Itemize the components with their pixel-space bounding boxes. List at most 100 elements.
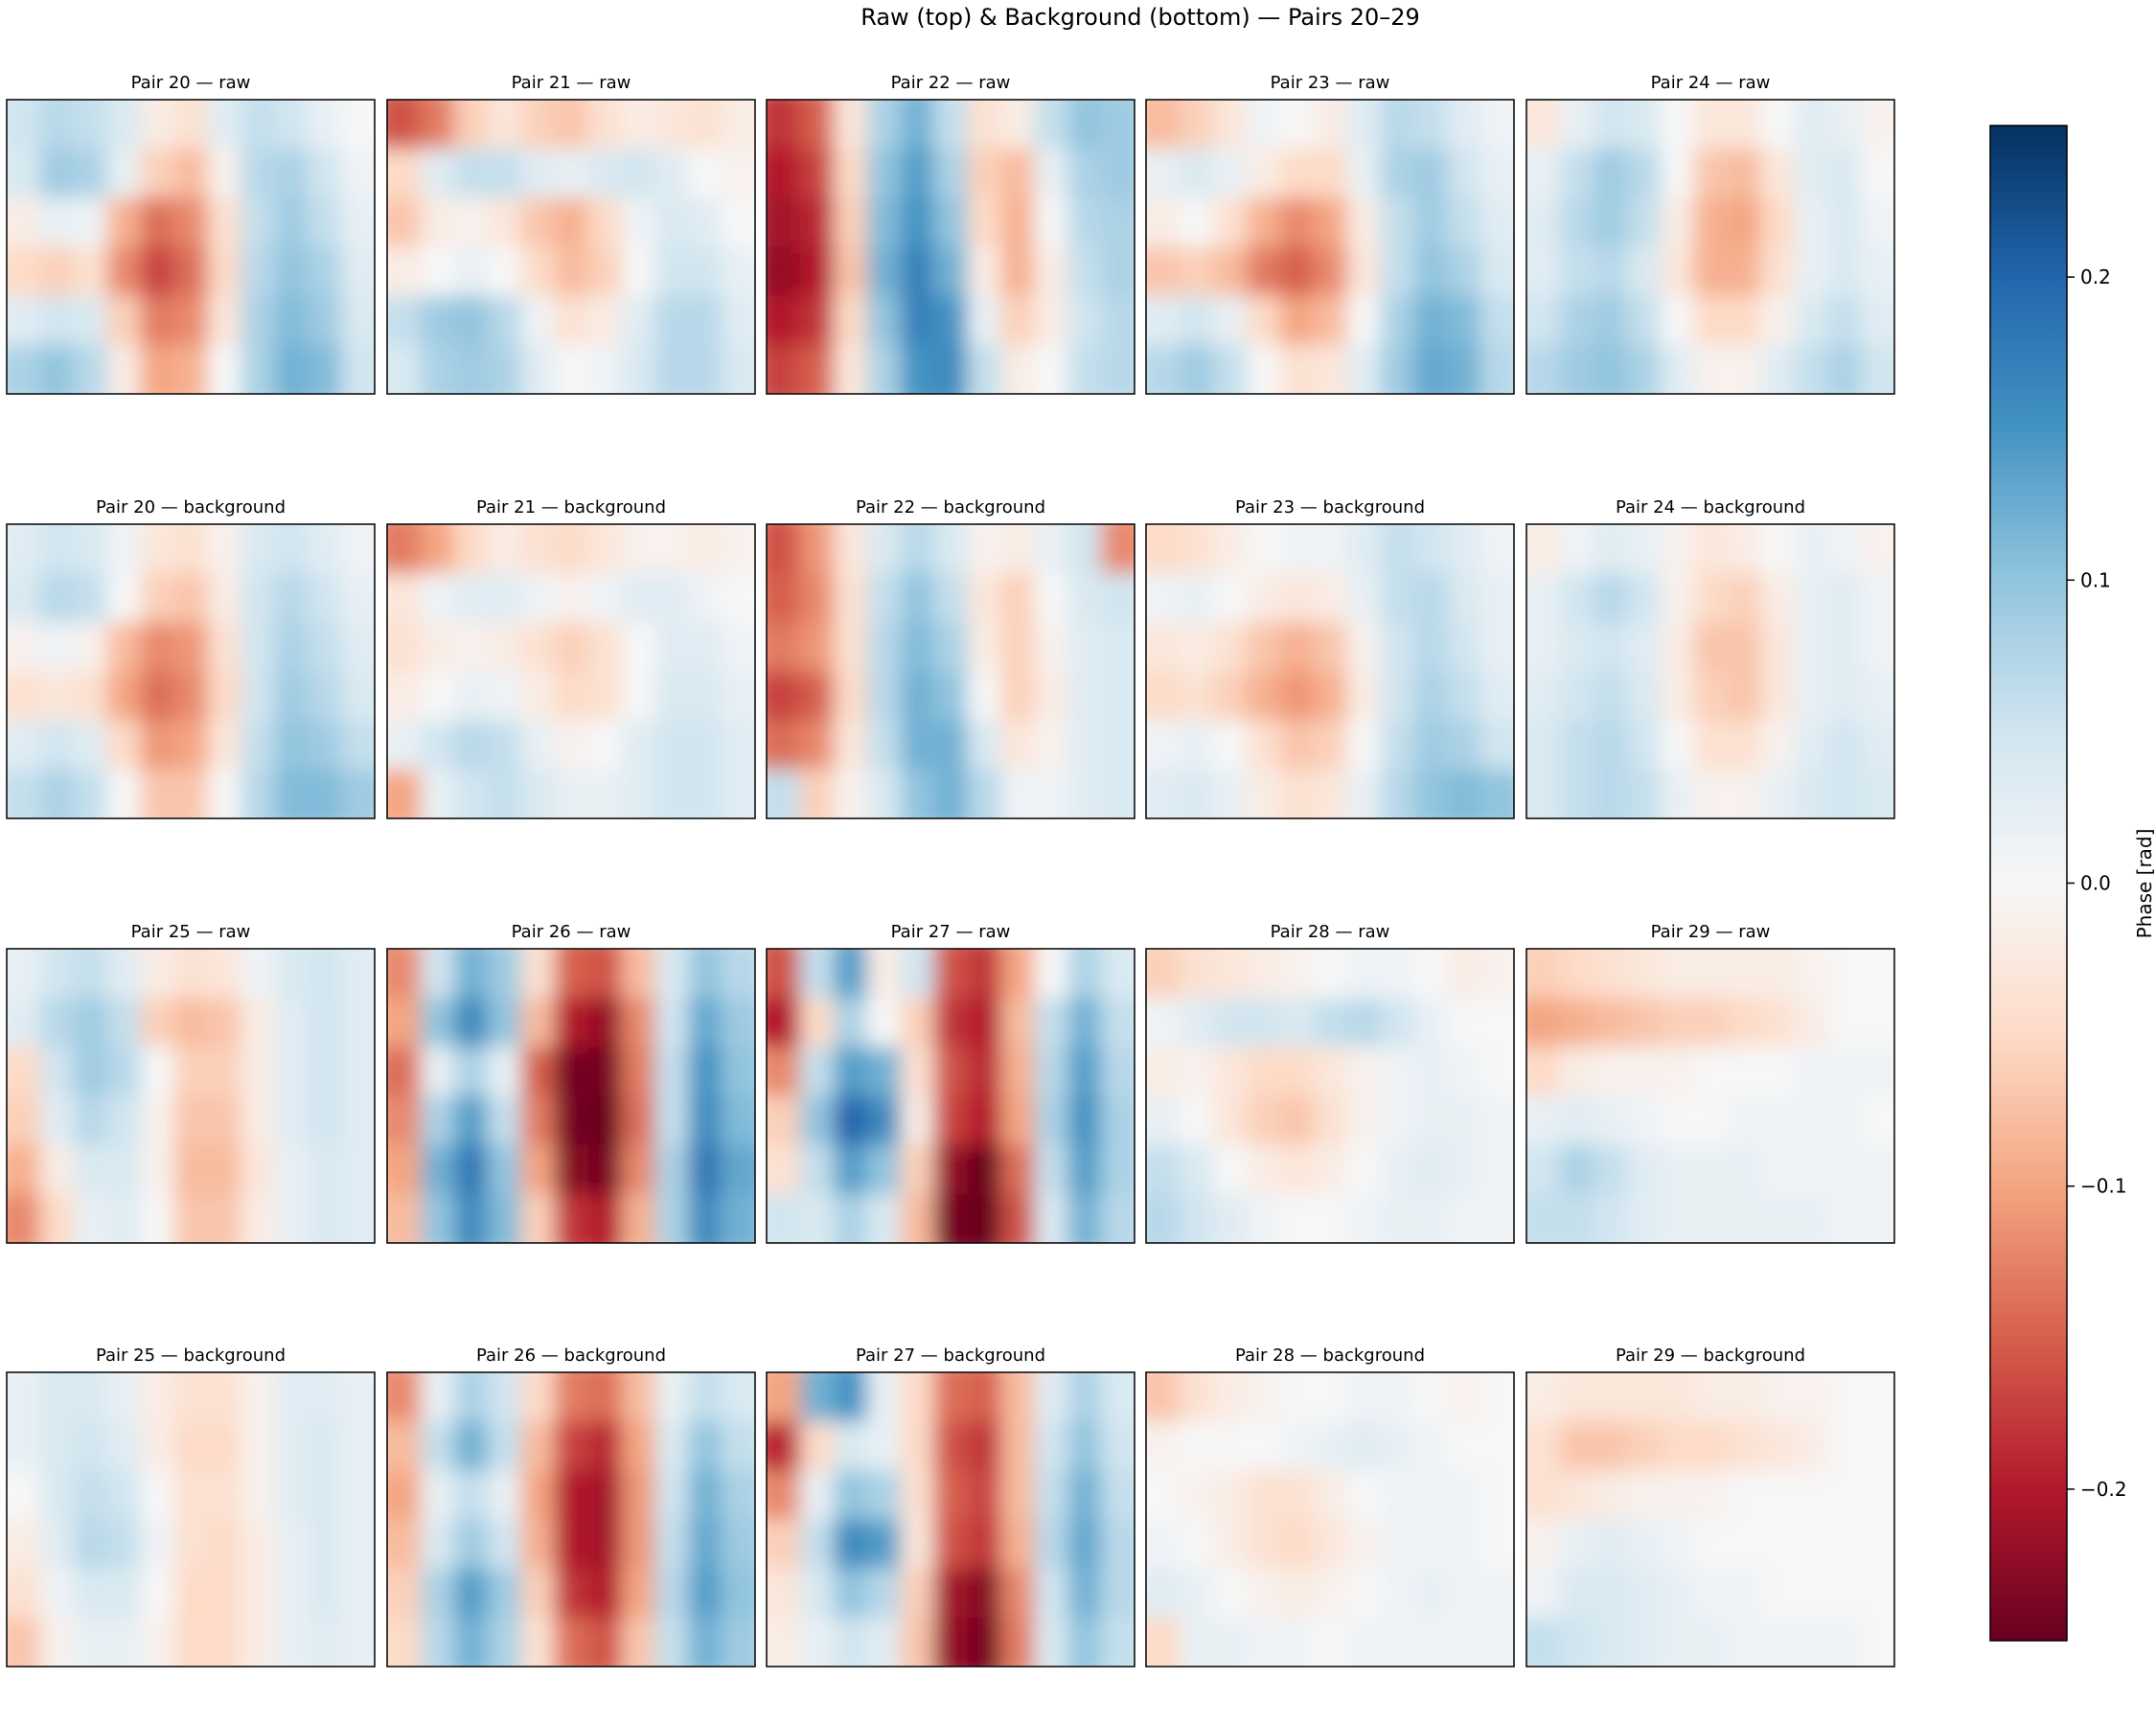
heatmap-cell <box>1380 1095 1414 1146</box>
heatmap-cell <box>7 998 41 1047</box>
heatmap-cell <box>1101 671 1135 722</box>
heatmap-cell <box>833 1095 868 1146</box>
heatmap-cell <box>39 295 75 346</box>
heatmap-cell <box>587 1095 622 1146</box>
heatmap-cell <box>1346 1372 1381 1422</box>
heatmap-cell <box>1794 246 1828 297</box>
heatmap-cell <box>1660 573 1695 623</box>
heatmap-cell <box>1626 1470 1662 1521</box>
heatmap-cell <box>1447 573 1481 623</box>
heatmap-cell <box>1346 769 1381 818</box>
heatmap-cell <box>1279 998 1315 1047</box>
heatmap-cell <box>1313 1095 1348 1146</box>
heatmap-cell <box>1861 671 1894 722</box>
heatmap-cell <box>1000 1144 1035 1195</box>
heatmap-cell <box>1480 197 1514 248</box>
heatmap-cell <box>688 573 722 623</box>
heatmap-cell <box>1067 344 1102 394</box>
heatmap-cell <box>967 197 1001 248</box>
heatmap-cell <box>1626 1519 1662 1570</box>
heatmap-cell <box>1000 197 1035 248</box>
heatmap-cell <box>1346 949 1381 999</box>
heatmap-cell <box>420 197 455 248</box>
heatmap-cell <box>1559 1144 1594 1195</box>
heatmap-cell <box>420 344 455 394</box>
heatmap-cell <box>1179 769 1214 818</box>
heatmap-cell <box>106 246 142 297</box>
panel-frame <box>1525 948 1895 1244</box>
heatmap-cell <box>140 573 175 623</box>
heatmap-cell <box>1526 1144 1561 1195</box>
heatmap-cell <box>487 524 522 574</box>
heatmap-cell <box>1346 998 1381 1047</box>
heatmap-cell <box>1827 246 1862 297</box>
heatmap-cell <box>207 622 241 673</box>
heatmap-cell <box>900 1046 935 1097</box>
heatmap-cell <box>1526 246 1561 297</box>
heatmap-cell <box>554 295 589 346</box>
heatmap-cell <box>1447 1568 1481 1619</box>
heatmap-cell <box>1827 720 1862 770</box>
heatmap-cell <box>1101 1046 1135 1097</box>
panel-title: Pair 27 — raw <box>891 922 1011 942</box>
heatmap-cell <box>554 1193 589 1243</box>
heatmap-cell <box>654 1519 689 1570</box>
heatmap-cell <box>1000 1095 1035 1146</box>
heatmap-cell <box>1760 100 1795 150</box>
heatmap-cell <box>1660 344 1695 394</box>
heatmap-cell <box>767 1421 801 1471</box>
heatmap-cell <box>1660 524 1695 574</box>
heatmap-cell <box>1660 100 1695 150</box>
heatmap-cell <box>688 671 722 722</box>
heatmap-cell <box>341 1046 375 1097</box>
heatmap-cells <box>1526 524 1894 818</box>
heatmap-cell <box>1660 720 1695 770</box>
heatmap-cell <box>1526 1046 1561 1097</box>
heatmap-cell <box>1727 1519 1761 1570</box>
heatmap-cell <box>621 197 655 248</box>
heatmap-cell <box>341 949 375 999</box>
heatmap-cell <box>654 100 689 150</box>
heatmap-cell <box>1626 1421 1662 1471</box>
heatmap-cell <box>833 1617 868 1667</box>
heatmap-cell <box>207 1095 241 1146</box>
heatmap-cell <box>767 295 801 346</box>
heatmap-cell <box>1593 295 1628 346</box>
panel-frame <box>766 523 1135 819</box>
heatmap-cell <box>1067 573 1102 623</box>
heatmap-cell <box>7 1470 41 1521</box>
heatmap-panel: Pair 24 — raw <box>1525 73 1895 395</box>
heatmap-cell <box>967 769 1001 818</box>
heatmap-cell <box>722 295 755 346</box>
heatmap-cell <box>173 769 209 818</box>
colorbar-gradient <box>1989 125 2068 1642</box>
heatmap-cell <box>1246 1144 1281 1195</box>
heatmap-cell <box>1146 344 1181 394</box>
heatmap-cell <box>1000 949 1035 999</box>
heatmap-cell <box>1146 1617 1181 1667</box>
heatmap-cell <box>654 1421 689 1471</box>
heatmap-cell <box>554 671 589 722</box>
heatmap-cell <box>106 1193 142 1243</box>
heatmap-cell <box>140 1193 175 1243</box>
heatmap-cell <box>866 1372 902 1422</box>
heatmap-cell <box>799 1144 835 1195</box>
heatmap-cell <box>241 769 275 818</box>
heatmap-cell <box>722 197 755 248</box>
heatmap-cell <box>866 524 902 574</box>
heatmap-cell <box>1727 1568 1761 1619</box>
heatmap-cell <box>933 720 969 770</box>
heatmap-cell <box>933 1372 969 1422</box>
heatmap-cell <box>933 197 969 248</box>
heatmap-cell <box>73 1617 108 1667</box>
heatmap-cell <box>1246 197 1281 248</box>
heatmap-cell <box>1101 622 1135 673</box>
heatmap-cell <box>1246 998 1281 1047</box>
heatmap-cell <box>1246 344 1281 394</box>
heatmap-cell <box>1146 769 1181 818</box>
heatmap-cell <box>39 100 75 150</box>
heatmap-cell <box>1794 197 1828 248</box>
heatmap-cell <box>1346 524 1381 574</box>
heatmap-cell <box>654 1568 689 1619</box>
